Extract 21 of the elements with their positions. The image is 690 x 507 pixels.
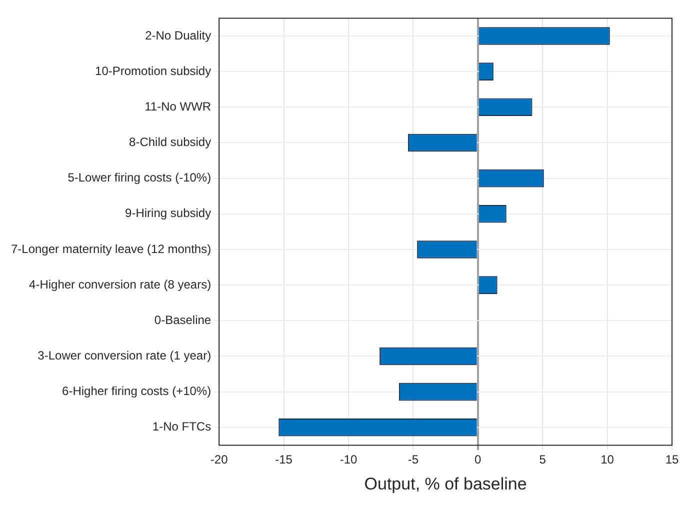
x-axis-title: Output, % of baseline (364, 474, 527, 494)
y-tick-label: 0-Baseline (154, 312, 212, 327)
x-tick-label: -20 (210, 452, 228, 467)
y-tick-label: 7-Longer maternity leave (12 months) (10, 242, 212, 256)
y-tick-label: 2-No Duality (145, 28, 212, 42)
y-tick-label: 4-Higher conversion rate (8 years) (29, 277, 212, 292)
x-tick-label: 5 (539, 452, 546, 467)
y-tick-label: 10-Promotion subsidy (95, 64, 212, 78)
y-tick-label: 9-Hiring subsidy (125, 206, 212, 220)
x-tick-label: 15 (665, 452, 679, 467)
y-tick-label: 6-Higher firing costs (+10%) (62, 384, 212, 398)
x-tick-label: 0 (474, 452, 482, 467)
y-tick-label: 1-No FTCs (152, 420, 212, 434)
x-tick-label: 10 (600, 452, 614, 467)
x-tick-label: -15 (275, 452, 293, 467)
y-tick-label: 8-Child subsidy (129, 135, 212, 150)
y-tick-label: 11-No WWR (144, 99, 212, 114)
x-tick-label: -5 (408, 452, 419, 467)
y-tick-label: 3-Lower conversion rate (1 year) (38, 348, 212, 363)
y-tick-label: 5-Lower firing costs (-10%) (68, 170, 212, 185)
x-tick-label: -10 (340, 452, 358, 467)
